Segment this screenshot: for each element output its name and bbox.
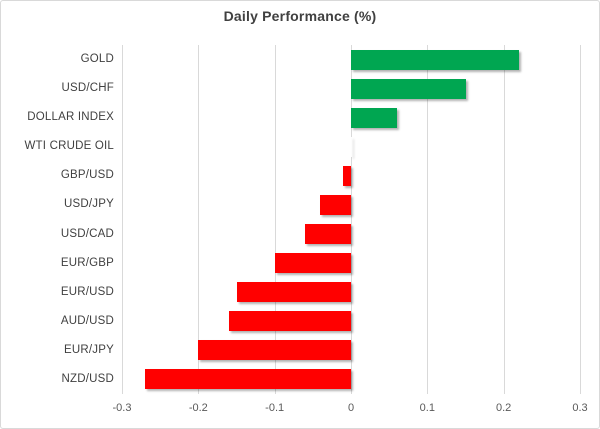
chart-title: Daily Performance (%) — [223, 8, 377, 24]
bar-aud-usd — [228, 311, 351, 332]
category-label: EUR/JPY — [64, 343, 114, 356]
x-tick-label: 0 — [347, 402, 355, 414]
category-label: USD/CHF — [61, 82, 114, 95]
bar-usd-cad — [305, 224, 351, 245]
category-label: GOLD — [80, 53, 114, 65]
gridline — [351, 45, 352, 394]
x-tick-label: 0.2 — [496, 402, 512, 414]
x-tick-label: -0.3 — [112, 402, 132, 414]
x-tick-label: 0.1 — [419, 402, 435, 414]
category-label: AUD/USD — [60, 314, 114, 327]
category-label: NZD/USD — [61, 372, 114, 385]
gridline — [503, 45, 505, 394]
bar-eur-jpy — [198, 340, 351, 361]
x-tick-label: -0.2 — [188, 402, 208, 414]
bar-eur-usd — [236, 282, 351, 303]
bar-dollar-index — [351, 107, 397, 128]
gridline — [427, 45, 429, 394]
bar-wti-crude-oil — [351, 136, 352, 157]
bar-nzd-usd — [144, 369, 351, 390]
category-label: USD/JPY — [64, 198, 114, 211]
bar-gold — [351, 49, 519, 70]
gridline — [580, 45, 581, 394]
category-label: GBP/USD — [60, 169, 114, 182]
category-label: EUR/USD — [60, 285, 114, 298]
gridline — [198, 45, 200, 394]
gridline — [274, 45, 276, 394]
bar-gbp-usd — [343, 165, 351, 186]
category-label: WTI CRUDE OIL — [24, 140, 114, 153]
bar-usd-jpy — [320, 194, 351, 215]
x-tick-label: -0.1 — [265, 402, 285, 414]
category-label: DOLLAR INDEX — [27, 111, 114, 124]
bar-usd-chf — [351, 78, 466, 99]
category-label: EUR/GBP — [60, 256, 114, 269]
category-label: USD/CAD — [60, 227, 114, 240]
gridline — [122, 45, 123, 394]
bar-eur-gbp — [274, 253, 351, 274]
x-tick-label: 0.3 — [572, 402, 588, 414]
